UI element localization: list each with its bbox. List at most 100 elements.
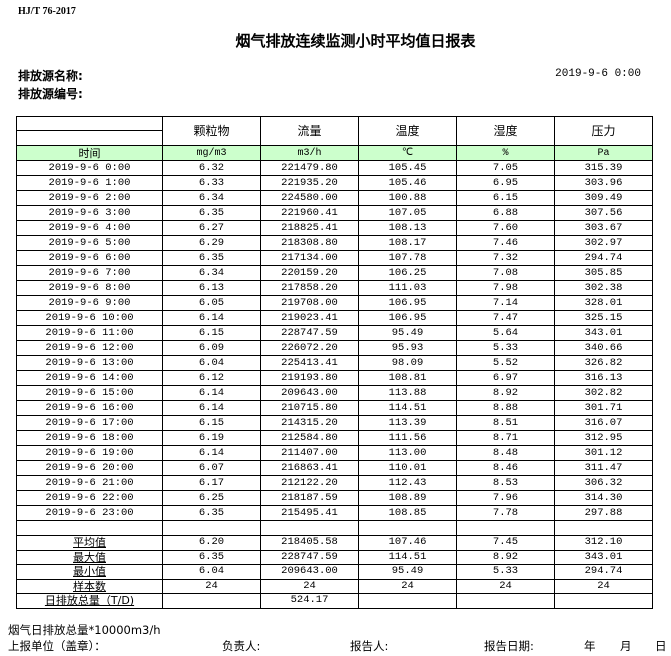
cell-time: 最小值 bbox=[16, 564, 163, 580]
reporter-label: 报告人: bbox=[350, 639, 389, 653]
cell-flow: 217858.20 bbox=[260, 280, 359, 296]
cell-flow: 219193.80 bbox=[260, 370, 359, 386]
cell-time: 2019-9-6 0:00 bbox=[16, 160, 163, 176]
cell-pressure: 315.39 bbox=[554, 160, 653, 176]
cell-temperature: 108.89 bbox=[358, 490, 457, 506]
cell-humidity: 7.32 bbox=[456, 250, 555, 266]
standard-code: HJ/T 76-2017 bbox=[18, 6, 76, 17]
cell-flow: 218187.59 bbox=[260, 490, 359, 506]
table-row: 2019-9-6 19:00 6.14 211407.00 113.00 8.48 301… bbox=[16, 445, 653, 461]
cell-flow: 224580.00 bbox=[260, 190, 359, 206]
cell-time: 2019-9-6 21:00 bbox=[16, 475, 163, 491]
cell-humidity: 8.92 bbox=[456, 385, 555, 401]
unit-pressure: Pa bbox=[554, 145, 653, 161]
cell-particulate: 24 bbox=[162, 578, 261, 594]
cell-pressure: 311.47 bbox=[554, 460, 653, 476]
cell-time: 日排放总量（T/D) bbox=[16, 593, 163, 609]
unit-humidity: % bbox=[456, 145, 555, 161]
cell-humidity: 5.64 bbox=[456, 325, 555, 341]
table-row: 2019-9-6 20:00 6.07 216863.41 110.01 8.46 311… bbox=[16, 460, 653, 476]
cell-pressure: 301.12 bbox=[554, 445, 653, 461]
summary-row: 样本数 24 24 24 24 24 bbox=[16, 578, 653, 594]
cell-humidity: 7.60 bbox=[456, 220, 555, 236]
cell-humidity: 7.47 bbox=[456, 310, 555, 326]
cell-temperature: 114.51 bbox=[358, 549, 457, 565]
cell-particulate: 6.35 bbox=[162, 250, 261, 266]
cell-temperature: 111.56 bbox=[358, 430, 457, 446]
table-row: 2019-9-6 17:00 6.15 214315.20 113.39 8.51 316… bbox=[16, 415, 653, 431]
source-name-label: 排放源名称: bbox=[18, 69, 83, 83]
table-row: 2019-9-6 13:00 6.04 225413.41 98.09 5.52 326.… bbox=[16, 355, 653, 371]
cell-pressure: 303.67 bbox=[554, 220, 653, 236]
cell-humidity bbox=[456, 520, 555, 536]
cell-pressure: 343.01 bbox=[554, 549, 653, 565]
cell-temperature: 108.81 bbox=[358, 370, 457, 386]
report-date-label: 报告日期: bbox=[484, 639, 534, 653]
cell-flow: 524.17 bbox=[260, 593, 359, 609]
cell-pressure: 305.85 bbox=[554, 265, 653, 281]
summary-row: 最小值 6.04 209643.00 95.49 5.33 294.74 bbox=[16, 564, 653, 580]
table-row: 2019-9-6 16:00 6.14 210715.80 114.51 8.88 301… bbox=[16, 400, 653, 416]
cell-particulate: 6.14 bbox=[162, 385, 261, 401]
cell-flow: 215495.41 bbox=[260, 505, 359, 521]
table-row: 2019-9-6 7:00 6.34 220159.20 106.25 7.08 305.… bbox=[16, 265, 653, 281]
cell-particulate: 6.04 bbox=[162, 564, 261, 580]
cell-humidity: 6.88 bbox=[456, 205, 555, 221]
cell-temperature: 113.00 bbox=[358, 445, 457, 461]
cell-pressure bbox=[554, 593, 653, 609]
cell-temperature bbox=[358, 520, 457, 536]
footer-note: 烟气日排放总量*10000m3/h bbox=[8, 623, 161, 637]
cell-flow: 221960.41 bbox=[260, 205, 359, 221]
cell-temperature: 105.46 bbox=[358, 175, 457, 191]
table-row: 2019-9-6 8:00 6.13 217858.20 111.03 7.98 302.… bbox=[16, 280, 653, 296]
cell-time: 2019-9-6 11:00 bbox=[16, 325, 163, 341]
cell-particulate: 6.33 bbox=[162, 175, 261, 191]
cell-time: 2019-9-6 13:00 bbox=[16, 355, 163, 371]
table-row: 2019-9-6 23:00 6.35 215495.41 108.85 7.78 297… bbox=[16, 505, 653, 521]
cell-temperature: 113.39 bbox=[358, 415, 457, 431]
cell-pressure: 325.15 bbox=[554, 310, 653, 326]
cell-temperature: 108.13 bbox=[358, 220, 457, 236]
cell-time: 2019-9-6 14:00 bbox=[16, 370, 163, 386]
cell-time: 2019-9-6 18:00 bbox=[16, 430, 163, 446]
cell-time: 2019-9-6 22:00 bbox=[16, 490, 163, 506]
cell-humidity: 7.46 bbox=[456, 235, 555, 251]
cell-humidity: 24 bbox=[456, 578, 555, 594]
cell-particulate: 6.32 bbox=[162, 160, 261, 176]
cell-flow: 212122.20 bbox=[260, 475, 359, 491]
cell-humidity: 8.88 bbox=[456, 400, 555, 416]
cell-particulate: 6.25 bbox=[162, 490, 261, 506]
cell-time: 2019-9-6 5:00 bbox=[16, 235, 163, 251]
cell-flow bbox=[260, 520, 359, 536]
cell-humidity: 8.71 bbox=[456, 430, 555, 446]
cell-flow: 218308.80 bbox=[260, 235, 359, 251]
cell-particulate: 6.12 bbox=[162, 370, 261, 386]
report-datetime: 2019-9-6 0:00 bbox=[555, 68, 641, 80]
cell-flow: 209643.00 bbox=[260, 385, 359, 401]
cell-time: 2019-9-6 6:00 bbox=[16, 250, 163, 266]
cell-flow: 214315.20 bbox=[260, 415, 359, 431]
table-row: 2019-9-6 2:00 6.34 224580.00 100.88 6.15 309.… bbox=[16, 190, 653, 206]
cell-flow: 226072.20 bbox=[260, 340, 359, 356]
cell-flow: 216863.41 bbox=[260, 460, 359, 476]
cell-particulate: 6.34 bbox=[162, 190, 261, 206]
cell-flow: 219023.41 bbox=[260, 310, 359, 326]
cell-particulate: 6.04 bbox=[162, 355, 261, 371]
header-temperature: 温度 bbox=[358, 116, 457, 146]
cell-pressure: 343.01 bbox=[554, 325, 653, 341]
cell-pressure: 312.95 bbox=[554, 430, 653, 446]
cell-flow: 24 bbox=[260, 578, 359, 594]
responsible-label: 负责人: bbox=[222, 639, 261, 653]
unit-particulate: mg/m3 bbox=[162, 145, 261, 161]
month-label: 月 bbox=[620, 639, 632, 653]
unit-time: 时间 bbox=[16, 145, 163, 161]
cell-flow: 217134.00 bbox=[260, 250, 359, 266]
cell-flow: 228747.59 bbox=[260, 549, 359, 565]
cell-particulate: 6.05 bbox=[162, 295, 261, 311]
table-row: 2019-9-6 0:00 6.32 221479.80 105.45 7.05 315.… bbox=[16, 160, 653, 176]
cell-humidity: 5.33 bbox=[456, 340, 555, 356]
table-row: 2019-9-6 10:00 6.14 219023.41 106.95 7.47 325… bbox=[16, 310, 653, 326]
cell-humidity: 7.08 bbox=[456, 265, 555, 281]
cell-humidity: 7.05 bbox=[456, 160, 555, 176]
summary-row: 日排放总量（T/D) 524.17 bbox=[16, 593, 653, 609]
